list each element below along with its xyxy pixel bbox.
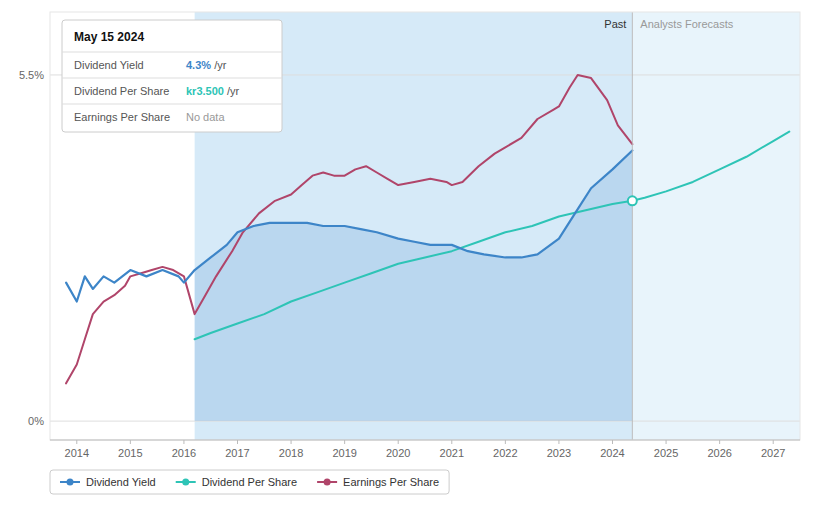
legend-marker <box>182 479 189 486</box>
x-tick-label: 2024 <box>600 447 624 459</box>
x-tick <box>719 440 720 444</box>
highlight-point <box>628 196 637 205</box>
boundary-line <box>632 12 633 440</box>
x-tick <box>291 440 292 444</box>
x-tick <box>344 440 345 444</box>
x-tick-label: 2019 <box>332 447 356 459</box>
legend-marker <box>67 479 74 486</box>
x-tick <box>130 440 131 444</box>
legend-label: Dividend Yield <box>86 476 156 488</box>
x-tick-label: 2017 <box>225 447 249 459</box>
legend-item: Dividend Per Share <box>176 476 297 488</box>
x-tick-label: 2023 <box>547 447 571 459</box>
tooltip-unit: /yr <box>224 85 240 97</box>
x-tick <box>612 440 613 444</box>
series-line <box>66 150 632 301</box>
tooltip-value: No data <box>186 111 225 123</box>
tooltip-title: May 15 2024 <box>74 30 144 44</box>
x-tick-label: 2025 <box>654 447 678 459</box>
tooltip-label: Dividend Yield <box>74 59 144 71</box>
tooltip-box <box>62 20 282 132</box>
x-tick-label: 2021 <box>440 447 464 459</box>
tooltip-label: Earnings Per Share <box>74 111 170 123</box>
y-tick-label: 5.5% <box>19 69 44 81</box>
tooltip-separator <box>62 104 282 105</box>
tooltip-separator <box>62 78 282 79</box>
x-tick-label: 2027 <box>761 447 785 459</box>
tooltip-separator <box>62 52 282 53</box>
x-tick <box>398 440 399 444</box>
x-tick-label: 2018 <box>279 447 303 459</box>
x-tick <box>237 440 238 444</box>
x-tick <box>773 440 774 444</box>
x-tick <box>76 440 77 444</box>
x-tick <box>558 440 559 444</box>
chart-svg: 2014 2015 2016 2017 2018 2019 2020 2021 2022 2023… <box>0 0 821 508</box>
legend-box <box>50 470 449 494</box>
x-tick-label: 2020 <box>386 447 410 459</box>
tooltip-value: kr3.500 <box>186 85 224 97</box>
legend-item: Earnings Per Share <box>317 476 439 488</box>
chart-container: 2014 2015 2016 2017 2018 2019 2020 2021 2022 2023… <box>0 0 821 508</box>
x-tick <box>183 440 184 444</box>
annotation: Past <box>604 18 626 30</box>
series-line <box>66 75 632 383</box>
x-tick-label: 2022 <box>493 447 517 459</box>
shaded-region <box>632 12 800 440</box>
x-tick-label: 2026 <box>707 447 731 459</box>
x-tick-label: 2014 <box>65 447 89 459</box>
legend-item: Dividend Yield <box>60 476 156 488</box>
legend-label: Dividend Per Share <box>202 476 297 488</box>
plot-frame <box>50 12 800 440</box>
series-line <box>195 132 790 340</box>
x-tick-label: 2015 <box>118 447 142 459</box>
x-tick <box>666 440 667 444</box>
y-tick-label: 0% <box>28 415 44 427</box>
tooltip-unit: /yr <box>211 59 227 71</box>
x-tick <box>505 440 506 444</box>
plot-area <box>50 12 800 440</box>
annotation: Analysts Forecasts <box>640 18 733 30</box>
tooltip-value: 4.3% <box>186 59 211 71</box>
series-area <box>195 150 633 421</box>
tooltip: May 15 2024 Dividend Yield 4.3% /yr Dividen… <box>62 20 282 132</box>
x-axis-line <box>50 440 800 441</box>
legend: Dividend Yield Dividend Per Share Earnings… <box>50 470 449 494</box>
tooltip-label: Dividend Per Share <box>74 85 169 97</box>
x-tick-label: 2016 <box>172 447 196 459</box>
legend-marker <box>324 479 331 486</box>
legend-label: Earnings Per Share <box>343 476 439 488</box>
x-tick <box>451 440 452 444</box>
